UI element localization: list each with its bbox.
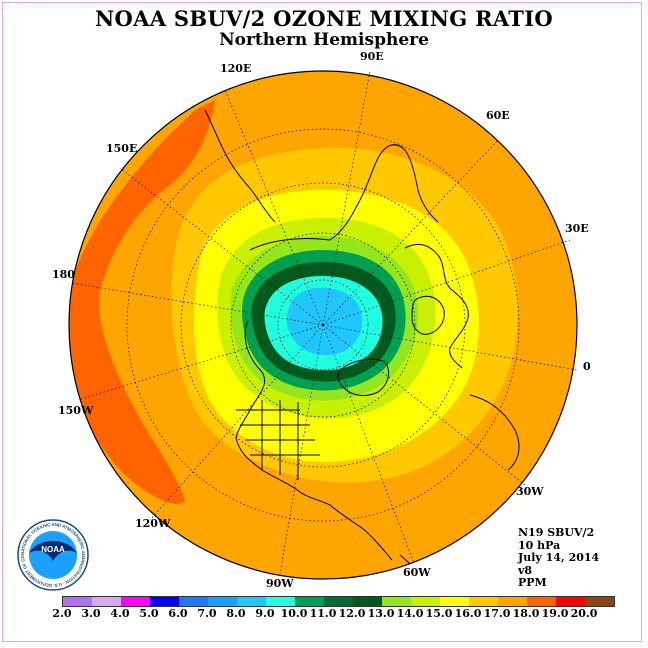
colorbar-tick-label: 7.0	[197, 607, 216, 620]
colorbar-swatch	[237, 597, 266, 606]
colorbar-swatch	[440, 597, 469, 606]
colorbar-swatch	[469, 597, 498, 606]
colorbar-tick-label: 11.0	[310, 607, 337, 620]
lon-label-30w: 30W	[516, 485, 544, 498]
noaa-logo: NATIONAL OCEANIC AND ATMOSPHERIC ADMINIS…	[17, 519, 89, 591]
lon-label-30e: 30E	[565, 222, 589, 235]
colorbar-tick-label: 18.0	[513, 607, 540, 620]
colorbar-tick-label: 4.0	[110, 607, 129, 620]
colorbar-tick-label: 20.0	[571, 607, 598, 620]
colorbar-swatch	[527, 597, 556, 606]
colorbar-swatch	[411, 597, 440, 606]
colorbar-tick-label: 10.0	[281, 607, 308, 620]
colorbar	[62, 596, 615, 607]
colorbar-swatch	[150, 597, 179, 606]
colorbar-ticks: 2.0 3.0 4.0 5.0 6.0 7.0 8.0 9.0 10.0 11.0 12.0 13.0…	[62, 607, 584, 621]
colorbar-tick-label: 9.0	[255, 607, 274, 620]
colorbar-tick-label: 2.0	[52, 607, 71, 620]
colorbar-tick-label: 16.0	[455, 607, 482, 620]
colorbar-tick-label: 13.0	[368, 607, 395, 620]
lon-label-90e: 90E	[360, 50, 384, 63]
colorbar-swatch	[498, 597, 527, 606]
lon-label-120w: 120W	[135, 517, 171, 530]
lon-label-120e: 120E	[220, 62, 251, 75]
lon-label-90w: 90W	[266, 577, 294, 590]
colorbar-swatch	[556, 597, 585, 606]
colorbar-swatch	[382, 597, 411, 606]
logo-text: NOAA	[41, 545, 65, 554]
info-satellite: N19 SBUV/2	[518, 527, 599, 540]
colorbar-tick-label: 12.0	[339, 607, 366, 620]
colorbar-swatch	[353, 597, 382, 606]
lon-label-60w: 60W	[403, 566, 431, 579]
colorbar-tick-label: 19.0	[542, 607, 569, 620]
lon-label-150w: 150W	[58, 404, 94, 417]
colorbar-swatch	[63, 597, 92, 606]
colorbar-tick-label: 15.0	[426, 607, 453, 620]
colorbar-swatch	[92, 597, 121, 606]
colorbar-tick-label: 5.0	[139, 607, 158, 620]
colorbar-tick-label: 8.0	[226, 607, 245, 620]
colorbar-tick-label: 6.0	[168, 607, 187, 620]
colorbar-swatch	[324, 597, 353, 606]
colorbar-tick-label: 14.0	[397, 607, 424, 620]
info-block: N19 SBUV/2 10 hPa July 14, 2014 v8 PPM	[518, 527, 599, 590]
colorbar-swatch	[208, 597, 237, 606]
lon-label-0: 0	[583, 360, 591, 373]
info-date: July 14, 2014	[518, 552, 599, 565]
lon-label-150e: 150E	[106, 142, 137, 155]
colorbar-swatch	[179, 597, 208, 606]
lon-label-60e: 60E	[486, 109, 510, 122]
colorbar-tick-label: 3.0	[81, 607, 100, 620]
lon-label-180: 180	[52, 268, 75, 281]
colorbar-swatch	[295, 597, 324, 606]
colorbar-swatch	[121, 597, 150, 606]
colorbar-swatch	[266, 597, 295, 606]
colorbar-swatch	[585, 597, 614, 606]
info-units: PPM	[518, 577, 599, 590]
colorbar-tick-label: 17.0	[484, 607, 511, 620]
